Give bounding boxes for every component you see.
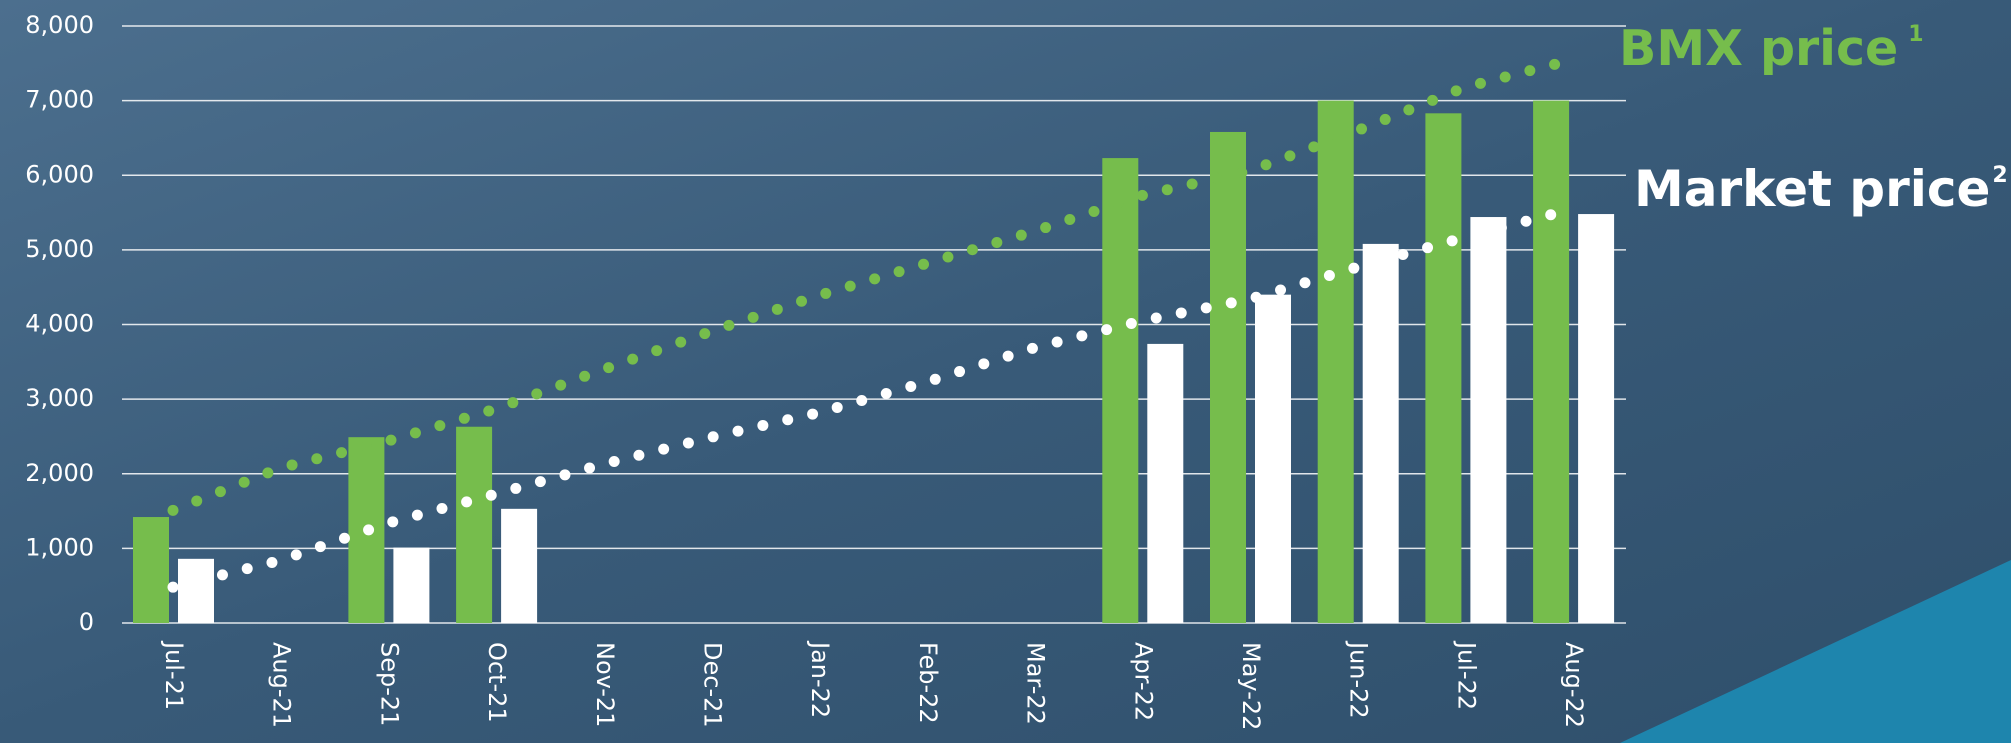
x-tick-label: Sep-21 bbox=[375, 642, 403, 726]
bar bbox=[1318, 101, 1354, 623]
x-tick-label: Aug-22 bbox=[1560, 642, 1588, 728]
legend-footnote: 1 bbox=[1908, 22, 1923, 47]
bar bbox=[1102, 158, 1138, 623]
x-tick-label: Jan-22 bbox=[806, 640, 834, 718]
bar bbox=[456, 427, 492, 623]
x-tick-label: Aug-21 bbox=[268, 642, 296, 728]
legend-name: BMX price bbox=[1619, 20, 1898, 77]
bar bbox=[1255, 295, 1291, 623]
bar bbox=[1210, 132, 1246, 623]
y-tick-label: 1,000 bbox=[25, 533, 94, 561]
x-tick-label: Nov-21 bbox=[591, 642, 619, 727]
legend-name: Market price bbox=[1634, 160, 1990, 218]
bar bbox=[1470, 217, 1506, 623]
y-tick-label: 0 bbox=[79, 608, 94, 636]
x-tick-label: Jul-22 bbox=[1452, 640, 1480, 710]
bar bbox=[178, 559, 214, 623]
legend-label: BMX price 1 bbox=[1619, 20, 1924, 77]
x-tick-label: Jul-21 bbox=[160, 640, 188, 710]
x-tick-label: Apr-22 bbox=[1129, 642, 1157, 721]
chart: 0 1,000 2,000 3,000 4,000 5,000 6,000 7,000 8,00… bbox=[0, 0, 2011, 743]
bar bbox=[1425, 113, 1461, 623]
y-tick-label: 2,000 bbox=[25, 459, 94, 487]
x-tick-label: Jun-22 bbox=[1345, 640, 1373, 719]
bar bbox=[393, 548, 429, 623]
x-tick-label: May-22 bbox=[1237, 642, 1265, 730]
y-tick-label: 6,000 bbox=[25, 160, 94, 188]
x-tick-label: Oct-21 bbox=[483, 642, 511, 723]
x-tick-label: Feb-22 bbox=[914, 642, 942, 724]
y-tick-label: 5,000 bbox=[25, 235, 94, 263]
y-tick-label: 7,000 bbox=[25, 86, 94, 114]
bar bbox=[1578, 214, 1614, 623]
bar bbox=[1147, 344, 1183, 623]
bar bbox=[1533, 101, 1569, 623]
legend-label: Market price2 bbox=[1634, 160, 2008, 218]
bar bbox=[501, 509, 537, 623]
legend-footnote: 2 bbox=[1992, 163, 2007, 188]
background bbox=[0, 0, 2011, 743]
bar bbox=[1363, 244, 1399, 623]
bar bbox=[133, 517, 169, 623]
x-tick-label: Dec-21 bbox=[699, 642, 727, 728]
y-tick-label: 8,000 bbox=[25, 11, 94, 39]
y-tick-label: 4,000 bbox=[25, 310, 94, 338]
y-tick-label: 3,000 bbox=[25, 384, 94, 412]
x-tick-label: Mar-22 bbox=[1022, 642, 1050, 725]
